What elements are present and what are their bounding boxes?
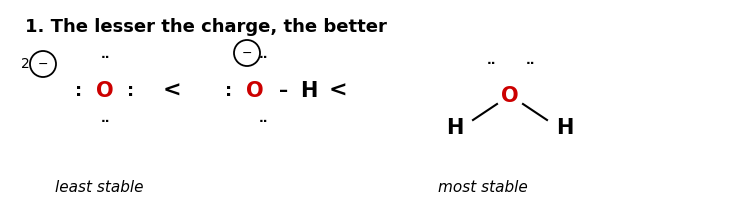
Text: ··: ·· [101,52,110,64]
Text: :: : [76,82,82,100]
Text: ··: ·· [101,115,110,128]
Text: H: H [556,118,574,138]
Text: ··: ·· [258,115,268,128]
Text: –: – [280,82,288,100]
Text: −: − [241,47,252,60]
Text: ··: ·· [486,57,495,70]
Text: most stable: most stable [438,180,528,195]
Text: <: < [163,81,181,101]
Text: H: H [300,81,318,101]
Text: :: : [128,82,134,100]
Text: O: O [96,81,114,101]
Text: <: < [329,81,347,101]
Text: :: : [225,82,233,100]
Text: 1. The lesser the charge, the better: 1. The lesser the charge, the better [25,18,387,36]
Text: H: H [446,118,464,138]
Text: O: O [246,81,264,101]
Text: −: − [37,57,48,70]
Text: O: O [501,86,519,106]
Text: 2: 2 [21,57,30,71]
Text: ··: ·· [258,52,268,64]
Text: least stable: least stable [55,180,144,195]
Text: ··: ·· [526,57,535,70]
